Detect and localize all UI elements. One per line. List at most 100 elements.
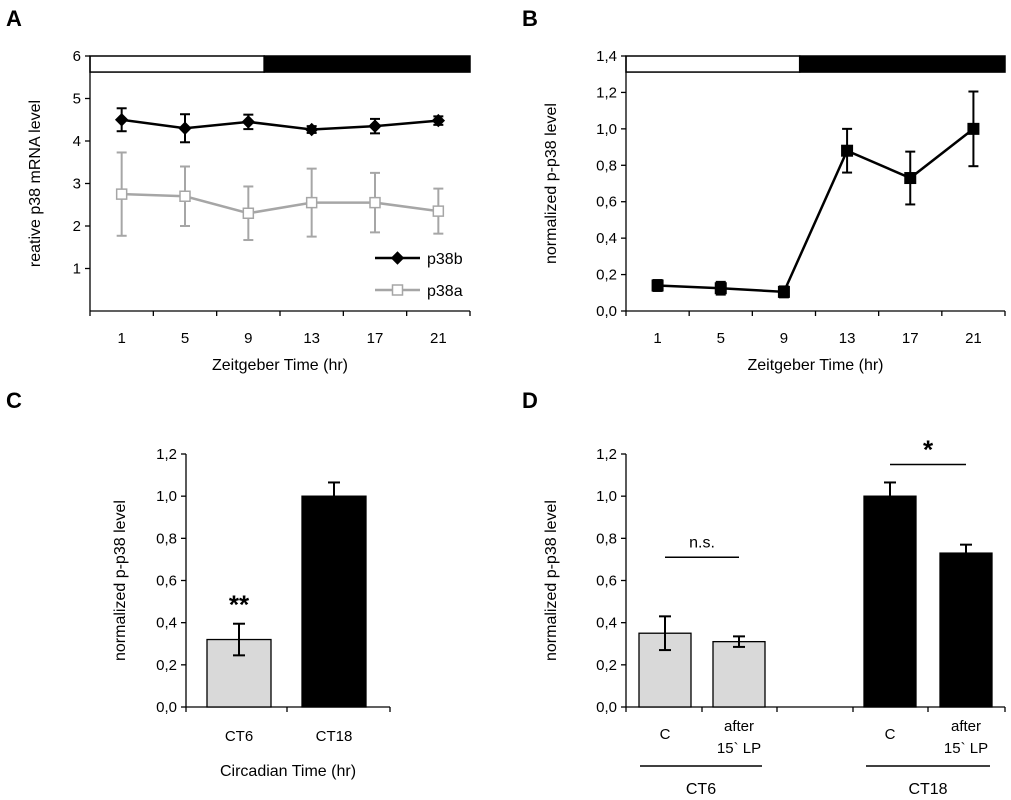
panel-b-series-main-point [904,172,917,185]
panel-c-y-axis-title: normalized p-p38 level [112,500,129,661]
panel-a-legend-marker-p38a [391,284,404,296]
panel-d-bar [863,495,917,708]
panel-d-significance-label: n.s. [689,534,715,551]
panel-c-y-tick-label: 0,2 [156,657,177,674]
panel-b-series-main-point [777,285,790,298]
panel-c-x-axis-title: Circadian Time (hr) [220,763,356,780]
panel-b-dark-phase-bar [798,55,1006,73]
panel-d-category-label: 15` LP [717,740,761,757]
panel-b-y-tick-label: 0,8 [596,157,617,174]
panel-b-letter: B [522,6,538,31]
panel-b-y-tick-label: 1,2 [596,84,617,101]
panel-a-x-tick-label: 1 [117,330,125,347]
panel-c-category-label: CT6 [225,728,253,745]
panel-d-y-tick-label: 0,8 [596,530,617,547]
panel-a-dark-phase-bar [263,55,471,73]
panel-d-significance-label: * [923,435,934,465]
panel-d: 0,0 0,2 0,4 0,6 0,8 1,0 1,2 normalized p-p38 le… [522,388,1006,798]
panel-b-series-main-point [841,144,854,157]
panel-c-y-tick-label: 0,0 [156,699,177,716]
panel-a-x-tick-label: 13 [303,330,320,347]
panel-c-letter: C [6,388,22,413]
panel-d-category-label: after [724,718,754,735]
panel-d-y-axis-title: normalized p-p38 level [543,500,560,661]
panel-c-bar [301,495,367,708]
panel-b-y-axis-title: normalized p-p38 level [543,103,560,264]
panel-d-group-label: CT6 [686,781,716,798]
panel-b-y-tick-label: 1,0 [596,121,617,138]
panel-c-y-tick-label: 1,0 [156,488,177,505]
panel-a-series-p38b-point [241,115,256,129]
panel-d-y-tick-label: 0,4 [596,615,617,632]
panel-a-x-tick-label: 9 [244,330,252,347]
panel-b-y-tick-label: 0,0 [596,303,617,320]
panel-a-y-tick-label: 2 [73,218,81,235]
panel-d-letter: D [522,388,538,413]
panel-b-y-tick-label: 1,4 [596,48,617,65]
panel-a-series-p38a-point [115,188,128,200]
panel-d-y-tick-label: 0,0 [596,699,617,716]
panel-d-group-label: CT18 [908,781,947,798]
panel-c-significance-label: ** [229,590,250,620]
panel-a-y-tick-label: 1 [73,261,81,278]
panel-c-y-tick-label: 0,6 [156,573,177,590]
panel-b-x-tick-label: 5 [717,330,725,347]
panel-a-y-tick-label: 4 [73,133,81,150]
panel-b-x-tick-label: 17 [902,330,919,347]
panel-a-y-axis-title: reative p38 mRNA level [27,100,44,267]
panel-b-series-main-point [967,122,980,135]
panel-d-category-label: 15` LP [944,740,988,757]
panel-a-legend-label-p38a: p38a [427,283,463,300]
panel-c-y-tick-label: 1,2 [156,446,177,463]
panel-b-x-tick-label: 9 [780,330,788,347]
panel-a-series-p38a-line [121,192,439,215]
panel-b-y-tick-label: 0,6 [596,194,617,211]
panel-d-category-label: C [885,726,896,743]
panel-a: 1 2 3 4 5 6 reative p38 mRNA level 1 5 9 13 17 21 Zei… [6,6,471,374]
panel-c: 0,0 0,2 0,4 0,6 0,8 1,0 1,2 normalized p-p38 le… [6,388,391,780]
panel-a-series-p38a-point [242,207,255,219]
panel-b-y-tick-label: 0,4 [596,230,617,247]
panel-a-y-tick-label: 3 [73,176,81,193]
panel-a-x-tick-label: 21 [430,330,447,347]
panel-b-y-tick-label: 0,2 [596,267,617,284]
panel-a-legend-marker-p38b [390,251,405,265]
panel-a-series-p38a-point [432,205,445,217]
panel-c-category-label: CT18 [316,728,353,745]
panel-a-x-tick-label: 17 [367,330,384,347]
panel-a-series-p38b-point [304,122,319,137]
panel-a-x-tick-label: 5 [181,330,189,347]
panel-a-series-p38b-line [121,118,439,131]
panel-b-series-main-line [657,127,975,294]
panel-c-y-tick-label: 0,4 [156,615,177,632]
panel-d-category-label: C [660,726,671,743]
panel-a-series-p38b-point [178,121,192,135]
panel-b-x-tick-label: 21 [965,330,982,347]
panel-a-y-tick-label: 5 [73,91,81,108]
panel-a-series-p38b-point [368,119,382,133]
panel-b-x-tick-label: 13 [839,330,856,347]
panel-d-y-tick-label: 1,0 [596,488,617,505]
panel-b-x-axis-title: Zeitgeber Time (hr) [747,357,883,374]
panel-a-x-axis-title: Zeitgeber Time (hr) [212,357,348,374]
panel-d-y-tick-label: 1,2 [596,446,617,463]
panel-b-series-main-point [714,282,727,295]
panel-a-light-phase-bar [89,55,265,73]
panel-a-series-p38a-point [179,190,191,202]
panel-b-light-phase-bar [625,55,801,73]
panel-d-bar [712,640,766,708]
panel-d-y-tick-label: 0,2 [596,657,617,674]
panel-d-bar [939,552,993,708]
panel-a-legend-label-p38b: p38b [427,251,463,268]
panel-a-series-p38b-point [431,113,446,128]
panel-a-series-p38a-point [369,196,381,209]
panel-d-y-tick-label: 0,6 [596,573,617,590]
panel-d-category-label: after [951,718,981,735]
panel-a-letter: A [6,6,22,31]
panel-a-y-tick-label: 6 [73,48,81,65]
panel-a-series-p38a-point [305,196,318,209]
panel-b-series-main-point [651,279,664,292]
panel-c-y-tick-label: 0,8 [156,530,177,547]
panel-b-x-tick-label: 1 [653,330,661,347]
